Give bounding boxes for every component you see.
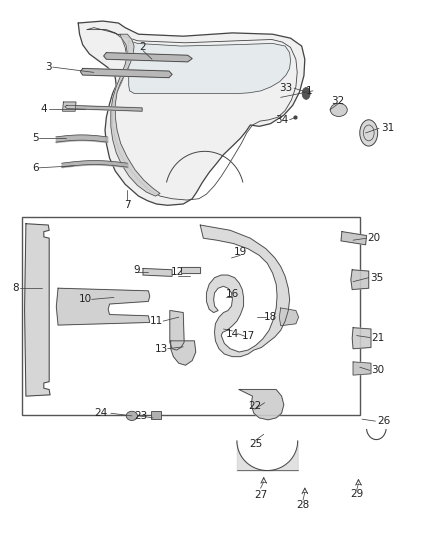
Polygon shape xyxy=(111,34,160,196)
Polygon shape xyxy=(171,341,196,365)
Text: 13: 13 xyxy=(155,344,169,354)
Circle shape xyxy=(360,120,378,146)
Text: 5: 5 xyxy=(32,133,39,143)
Text: 12: 12 xyxy=(171,268,184,277)
Bar xyxy=(151,411,161,419)
Text: 1: 1 xyxy=(306,86,313,96)
Text: 22: 22 xyxy=(248,401,261,411)
Polygon shape xyxy=(352,328,371,349)
Text: 27: 27 xyxy=(254,490,267,500)
Text: 10: 10 xyxy=(78,294,92,304)
Text: 8: 8 xyxy=(13,283,19,293)
Text: 25: 25 xyxy=(249,439,262,448)
Text: 17: 17 xyxy=(241,331,254,341)
Polygon shape xyxy=(181,266,200,273)
Text: 31: 31 xyxy=(381,123,394,133)
Text: 21: 21 xyxy=(371,333,384,343)
Text: 9: 9 xyxy=(133,265,140,275)
Polygon shape xyxy=(129,41,290,93)
Bar xyxy=(22,217,360,415)
Circle shape xyxy=(302,87,310,99)
Polygon shape xyxy=(81,68,172,78)
Text: 29: 29 xyxy=(350,489,363,498)
Text: 23: 23 xyxy=(134,411,148,421)
Polygon shape xyxy=(57,288,150,325)
Text: 19: 19 xyxy=(234,247,247,257)
Text: 11: 11 xyxy=(150,316,163,326)
Text: 30: 30 xyxy=(371,366,384,375)
Text: 6: 6 xyxy=(32,163,39,173)
Text: 28: 28 xyxy=(297,500,310,510)
Polygon shape xyxy=(239,390,284,420)
Text: 24: 24 xyxy=(94,408,107,418)
Text: 20: 20 xyxy=(367,233,381,243)
Text: 7: 7 xyxy=(124,200,131,211)
Text: 33: 33 xyxy=(279,83,293,93)
Text: 4: 4 xyxy=(40,103,47,114)
Text: 35: 35 xyxy=(370,273,383,282)
Text: 14: 14 xyxy=(226,329,239,340)
Polygon shape xyxy=(200,225,290,357)
Polygon shape xyxy=(78,21,305,205)
Polygon shape xyxy=(351,270,369,289)
Text: 26: 26 xyxy=(378,416,391,426)
Polygon shape xyxy=(65,106,142,111)
Text: 34: 34 xyxy=(275,115,288,125)
Polygon shape xyxy=(63,102,76,111)
Text: 16: 16 xyxy=(226,289,239,299)
Polygon shape xyxy=(25,224,50,396)
Polygon shape xyxy=(170,311,184,350)
Polygon shape xyxy=(279,308,299,326)
Polygon shape xyxy=(353,362,371,375)
Text: 2: 2 xyxy=(140,43,146,52)
Text: 18: 18 xyxy=(264,312,277,322)
Text: 3: 3 xyxy=(45,62,51,72)
Polygon shape xyxy=(104,53,192,62)
Text: 32: 32 xyxy=(331,96,345,106)
Polygon shape xyxy=(341,232,367,245)
Polygon shape xyxy=(143,269,172,277)
Ellipse shape xyxy=(330,103,347,117)
Ellipse shape xyxy=(126,411,138,421)
